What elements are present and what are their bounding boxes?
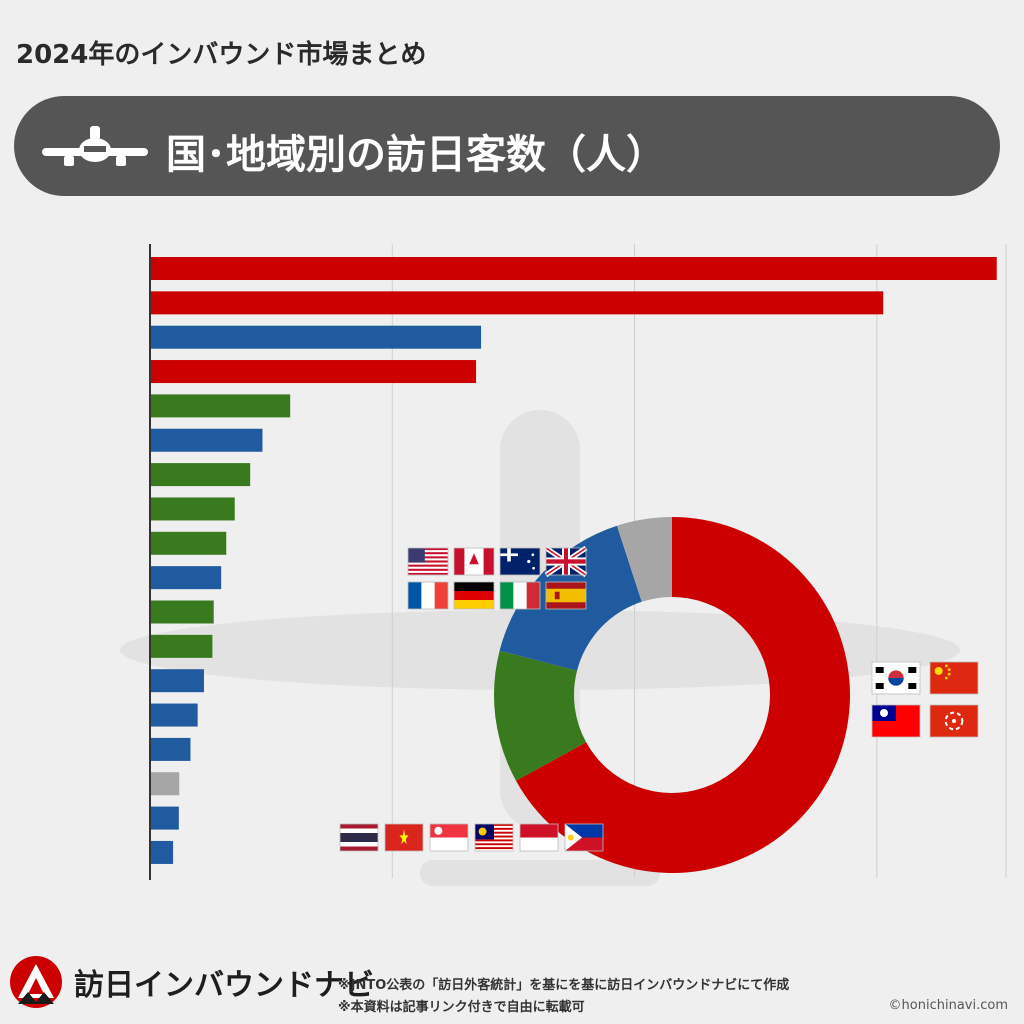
flag-us-icon [407, 547, 449, 576]
flag-ca-icon [453, 547, 495, 576]
flag-fr-icon [407, 581, 449, 610]
bar [151, 737, 191, 761]
bar [151, 669, 204, 693]
bar [151, 463, 251, 487]
flag-kr-icon [871, 661, 921, 695]
bar [151, 531, 227, 555]
bar [151, 772, 180, 796]
brand-logo-icon [10, 956, 62, 1008]
bar [151, 600, 214, 624]
bar [151, 394, 291, 418]
flag-de-icon [453, 581, 495, 610]
flag-tw-icon [871, 704, 921, 738]
flag-es-icon [545, 581, 587, 610]
flag-ph-icon [564, 823, 604, 852]
banner-title: 国･地域別の訪日客数（人） [166, 132, 666, 178]
brand-name: 訪日インバウンドナビ [74, 968, 374, 1003]
flag-th-icon [339, 823, 379, 852]
donut-slice [494, 650, 587, 781]
flag-hk-icon [929, 704, 979, 738]
flag-it-icon [499, 581, 541, 610]
bar [151, 325, 482, 349]
flag-vn-icon [384, 823, 424, 852]
bar [151, 806, 179, 830]
source-note: ※JNTO公表の「訪日外客統計」を基にを基に訪日インバウンドナビにて作成 [338, 978, 790, 993]
bar [151, 428, 263, 452]
flag-gb-icon [544, 545, 588, 578]
bar [151, 840, 174, 864]
bar [151, 257, 997, 280]
donut-slice [516, 517, 851, 874]
flag-id-icon [519, 823, 559, 852]
bar [151, 634, 213, 658]
bar [151, 566, 222, 590]
flag-cn-icon [929, 661, 979, 695]
bar [151, 497, 235, 521]
bar [151, 291, 884, 315]
page-title: 2024年のインバウンド市場まとめ [16, 40, 427, 70]
flag-au-icon [499, 547, 541, 576]
title-banner [14, 96, 1000, 196]
flag-sg-icon [429, 823, 469, 852]
copyright: ©honichinavi.com [888, 998, 1008, 1013]
donut-slice [616, 517, 672, 602]
bar [151, 703, 198, 727]
reuse-note: ※本資料は記事リンク付きで自由に転載可 [338, 1000, 585, 1015]
flag-my-icon [474, 823, 514, 852]
airplane-icon [42, 126, 148, 166]
bar [151, 360, 477, 384]
